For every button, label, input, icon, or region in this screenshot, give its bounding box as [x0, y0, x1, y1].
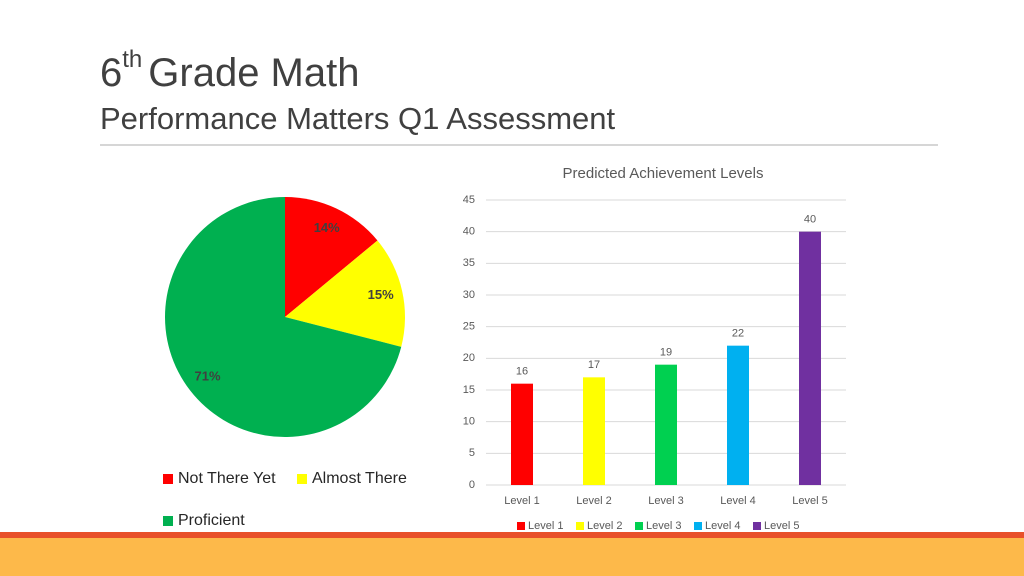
slice-label: 15% — [368, 287, 394, 302]
title-superscript: th — [122, 46, 142, 73]
pie-slice — [285, 240, 405, 347]
title-text: Grade Math — [148, 51, 359, 95]
legend-label: Proficient — [178, 512, 245, 529]
slice-label: 71% — [195, 369, 221, 384]
slice-label: 14% — [314, 220, 340, 235]
y-tick-label: 35 — [463, 257, 475, 269]
x-tick-label: Level 5 — [792, 495, 827, 507]
legend-swatch — [635, 522, 643, 530]
footer-stripe — [0, 532, 1024, 538]
slide-title: 6th Grade Math — [100, 46, 359, 94]
x-tick-label: Level 3 — [648, 495, 683, 507]
data-label: 16 — [516, 366, 528, 378]
legend-swatch — [753, 522, 761, 530]
bar — [727, 345, 749, 485]
legend-label: Level 2 — [587, 520, 622, 532]
legend-label: Level 3 — [646, 520, 681, 532]
data-label: 17 — [588, 359, 600, 371]
footer-band — [0, 538, 1024, 576]
data-label: 40 — [804, 214, 816, 226]
legend-label: Not There Yet — [178, 470, 276, 487]
x-tick-label: Level 1 — [504, 495, 539, 507]
y-tick-label: 40 — [463, 226, 475, 238]
legend-label: Almost There — [312, 470, 407, 487]
data-label: 19 — [660, 347, 672, 359]
x-tick-label: Level 2 — [576, 495, 611, 507]
y-tick-label: 5 — [469, 447, 475, 459]
pie-slice — [285, 197, 378, 317]
pie-slice — [164, 197, 402, 438]
chart-title: Predicted Achievement Levels — [563, 165, 764, 182]
y-tick-label: 10 — [463, 416, 475, 428]
data-label: 22 — [732, 328, 744, 340]
y-tick-label: 30 — [463, 289, 475, 301]
bar — [511, 383, 533, 485]
legend-label: Level 4 — [705, 520, 740, 532]
bar — [655, 364, 677, 485]
slide-subtitle: Performance Matters Q1 Assessment — [100, 101, 616, 136]
y-tick-label: 15 — [463, 384, 475, 396]
legend-swatch — [517, 522, 525, 530]
legend-swatch — [163, 516, 173, 526]
bar — [799, 231, 821, 485]
legend-swatch — [163, 474, 173, 484]
legend-label: Level 1 — [528, 520, 563, 532]
title-number: 6 — [100, 51, 122, 95]
y-tick-label: 45 — [463, 194, 475, 206]
bar — [583, 377, 605, 485]
x-tick-label: Level 4 — [720, 495, 755, 507]
legend-swatch — [576, 522, 584, 530]
legend-swatch — [297, 474, 307, 484]
y-tick-label: 25 — [463, 321, 475, 333]
legend-swatch — [694, 522, 702, 530]
y-tick-label: 0 — [469, 479, 475, 491]
y-tick-label: 20 — [463, 352, 475, 364]
legend-label: Level 5 — [764, 520, 799, 532]
